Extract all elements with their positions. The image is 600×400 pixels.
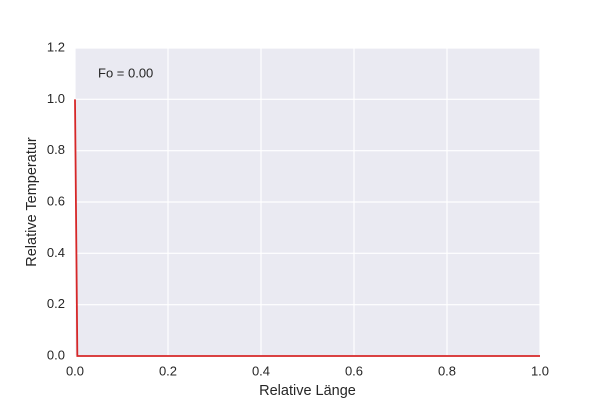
x-axis-label: Relative Länge — [259, 383, 356, 399]
x-tick-label: 1.0 — [531, 363, 549, 378]
y-tick-label: 0.4 — [47, 245, 65, 260]
x-tick-label: 0.0 — [66, 363, 84, 378]
x-tick-label: 0.6 — [345, 363, 363, 378]
line — [74, 99, 540, 357]
x-tick-label: 0.8 — [438, 363, 456, 378]
y-tick-label: 1.0 — [47, 91, 65, 106]
annotation: Fo = 0.00 — [98, 65, 153, 80]
y-tick-label: 1.2 — [47, 39, 65, 54]
y-tick-label: 0.0 — [47, 347, 65, 362]
y-tick-label: 0.6 — [47, 193, 65, 208]
y-axis-label: Relative Temperatur — [24, 137, 40, 267]
x-tick-label: 0.4 — [252, 363, 270, 378]
x-tick-label: 0.2 — [159, 363, 177, 378]
y-tick-label: 0.8 — [47, 142, 65, 157]
y-tick-label: 0.2 — [47, 296, 65, 311]
